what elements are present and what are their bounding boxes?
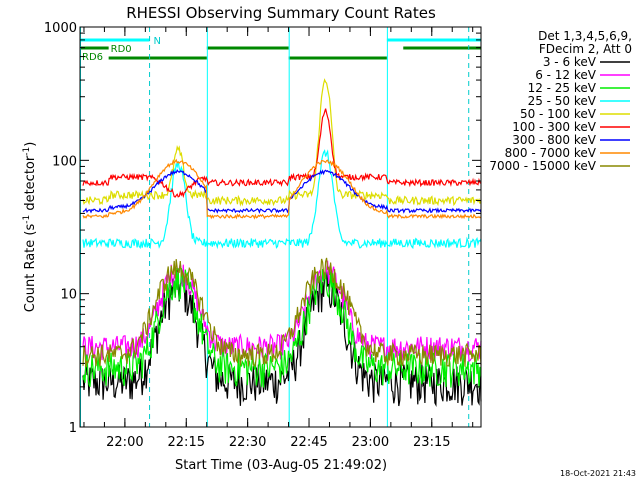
legend-label: 100 - 300 keV: [512, 120, 596, 134]
plot-frame: [79, 26, 482, 428]
series-line-2: [82, 267, 482, 388]
legend-label: 800 - 7000 keV: [505, 146, 597, 160]
y-tick-label: 1000: [44, 21, 77, 36]
flag-label-rd6: RD6: [82, 52, 103, 63]
x-axis-label: Start Time (03-Aug-05 21:49:02): [175, 458, 387, 473]
y-tick-label: 100: [52, 154, 77, 169]
legend: Det 1,3,4,5,6,9, FDecim 2, Att 0 3 - 6 k…: [489, 29, 632, 173]
legend-label: 7000 - 15000 keV: [489, 159, 596, 173]
flag-label-rd0: RD0: [111, 44, 132, 55]
legend-label: 3 - 6 keV: [543, 55, 597, 69]
y-axis-label: Count Rate (s-1 detector-1): [22, 142, 38, 313]
series-line-7: [82, 158, 482, 220]
chart-title: RHESSI Observing Summary Count Rates: [126, 4, 436, 22]
flag-label-n: N: [154, 36, 161, 47]
series-line-4: [82, 78, 482, 207]
footer-timestamp: 18-Oct-2021 21:43: [560, 469, 636, 478]
legend-label: 25 - 50 keV: [528, 94, 597, 108]
x-tick-label: 23:15: [413, 435, 450, 450]
legend-label: 12 - 25 keV: [528, 81, 597, 95]
legend-label: 50 - 100 keV: [520, 107, 597, 121]
x-tick-label: 22:45: [290, 435, 327, 450]
series-line-0: [82, 269, 482, 408]
x-tick-label: 22:00: [106, 435, 143, 450]
x-tick-label: 22:15: [168, 435, 205, 450]
x-tick-label: 23:00: [352, 435, 389, 450]
legend-header-line-1: Det 1,3,4,5,6,9,: [538, 29, 632, 43]
series-line-3: [82, 149, 482, 250]
series-layer: [82, 78, 482, 408]
series-line-6: [82, 168, 482, 214]
series-line-5: [82, 108, 482, 199]
legend-label: 6 - 12 keV: [535, 68, 597, 82]
y-tick-label: 10: [60, 288, 77, 303]
x-tick-label: 22:30: [229, 435, 266, 450]
legend-label: 300 - 800 keV: [512, 133, 596, 147]
y-tick-label: 1: [69, 421, 77, 436]
flags-layer: N RD0 RD6: [80, 36, 481, 63]
legend-header-line-2: FDecim 2, Att 0: [539, 42, 632, 56]
series-line-8: [82, 257, 482, 368]
axes-layer: 1 10 100 1000 22:00 22:15 22:30 22:45 23:00 23:15: [44, 21, 481, 450]
